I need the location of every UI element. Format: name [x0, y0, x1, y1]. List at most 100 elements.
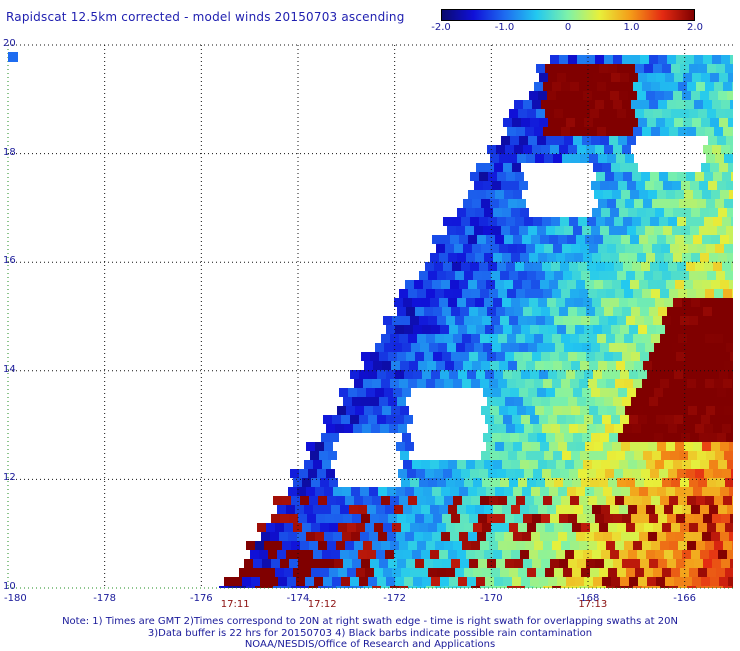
wind-difference-cell: [449, 370, 458, 379]
wind-difference-cell: [703, 55, 712, 64]
wind-difference-cell: [651, 496, 660, 505]
wind-difference-cell: [611, 163, 620, 172]
wind-difference-cell: [295, 505, 304, 514]
longitude-label: -176: [189, 593, 213, 604]
wind-difference-cell: [450, 487, 459, 496]
wind-difference-cell: [284, 568, 293, 577]
wind-difference-cell: [408, 334, 417, 343]
wind-difference-cell: [462, 289, 471, 298]
wind-difference-cell: [606, 334, 615, 343]
wind-difference-cell: [248, 568, 257, 577]
wind-difference-cell: [550, 100, 559, 109]
wind-difference-cell: [406, 514, 415, 523]
wind-difference-cell: [730, 514, 733, 523]
wind-difference-cell: [610, 298, 619, 307]
wind-difference-cell: [392, 568, 401, 577]
wind-difference-cell: [300, 541, 309, 550]
wind-difference-cell: [641, 262, 650, 271]
wind-difference-cell: [575, 415, 584, 424]
wind-difference-cell: [410, 316, 419, 325]
wind-difference-cell: [443, 262, 452, 271]
wind-difference-cell: [540, 532, 549, 541]
wind-difference-cell: [607, 199, 616, 208]
wind-difference-cell: [642, 496, 651, 505]
wind-difference-cell: [694, 307, 703, 316]
note-line-2: 3)Data buffer is 22 hrs for 20150703 4) …: [147, 627, 593, 639]
wind-difference-cell: [658, 559, 667, 568]
wind-difference-cell: [646, 253, 655, 262]
wind-difference-cell: [676, 397, 685, 406]
wind-difference-cell: [600, 388, 609, 397]
wind-difference-cell: [727, 550, 733, 559]
wind-difference-cell: [686, 217, 695, 226]
wind-difference-cell: [460, 307, 469, 316]
wind-difference-cell: [539, 73, 548, 82]
wind-difference-cell: [496, 145, 505, 154]
wind-difference-cell: [629, 415, 638, 424]
wind-difference-cell: [347, 523, 356, 532]
wind-difference-cell: [264, 586, 273, 588]
wind-difference-cell: [419, 478, 428, 487]
wind-difference-cell: [618, 226, 627, 235]
wind-difference-cell: [722, 262, 731, 271]
wind-difference-cell: [549, 487, 558, 496]
wind-difference-cell: [503, 325, 512, 334]
wind-difference-cell: [246, 586, 255, 588]
wind-difference-cell: [437, 568, 446, 577]
wind-difference-cell: [453, 334, 462, 343]
wind-difference-cell: [422, 370, 431, 379]
wind-difference-cell: [408, 541, 417, 550]
wind-difference-cell: [485, 577, 494, 586]
wind-difference-cell: [710, 325, 719, 334]
wind-difference-cell: [559, 100, 568, 109]
wind-difference-cell: [662, 523, 671, 532]
wind-difference-cell: [610, 91, 619, 100]
wind-difference-cell: [521, 325, 530, 334]
wind-difference-cell: [588, 586, 597, 588]
wind-difference-cell: [711, 487, 720, 496]
wind-difference-cell: [560, 469, 569, 478]
wind-difference-cell: [545, 478, 554, 487]
wind-difference-cell: [722, 172, 731, 181]
wind-difference-cell: [518, 271, 527, 280]
wind-difference-cell: [408, 496, 417, 505]
wind-difference-cell: [470, 469, 479, 478]
wind-difference-cell: [499, 361, 508, 370]
wind-difference-cell: [594, 532, 603, 541]
wind-difference-cell: [721, 352, 730, 361]
wind-difference-cell: [508, 451, 517, 460]
wind-difference-cell: [325, 559, 334, 568]
wind-difference-cell: [327, 541, 336, 550]
wind-difference-cell: [320, 478, 329, 487]
wind-difference-cell: [580, 361, 589, 370]
wind-difference-cell: [408, 586, 417, 588]
wind-difference-cell: [473, 523, 482, 532]
wind-difference-cell: [679, 451, 688, 460]
wind-difference-cell: [561, 379, 570, 388]
wind-difference-cell: [480, 334, 489, 343]
wind-difference-cell: [732, 82, 733, 91]
wind-difference-cell: [589, 406, 598, 415]
wind-difference-cell: [639, 280, 648, 289]
wind-difference-cell: [686, 469, 695, 478]
wind-difference-cell: [503, 163, 512, 172]
wind-difference-cell: [653, 109, 662, 118]
wind-difference-cell: [455, 568, 464, 577]
wind-difference-cell: [563, 271, 572, 280]
wind-difference-cell: [591, 136, 600, 145]
wind-difference-cell: [710, 415, 719, 424]
wind-difference-cell: [732, 586, 733, 588]
wind-difference-cell: [510, 433, 519, 442]
wind-difference-cell: [646, 460, 655, 469]
wind-difference-cell: [716, 109, 725, 118]
wind-difference-cell: [556, 253, 565, 262]
wind-difference-cell: [611, 370, 620, 379]
wind-difference-cell: [597, 586, 606, 588]
wind-difference-cell: [516, 289, 525, 298]
wind-difference-cell: [462, 541, 471, 550]
wind-difference-cell: [668, 172, 677, 181]
wind-difference-cell: [729, 235, 733, 244]
wind-difference-cell: [443, 469, 452, 478]
wind-difference-cell: [635, 523, 644, 532]
wind-difference-cell: [439, 505, 448, 514]
